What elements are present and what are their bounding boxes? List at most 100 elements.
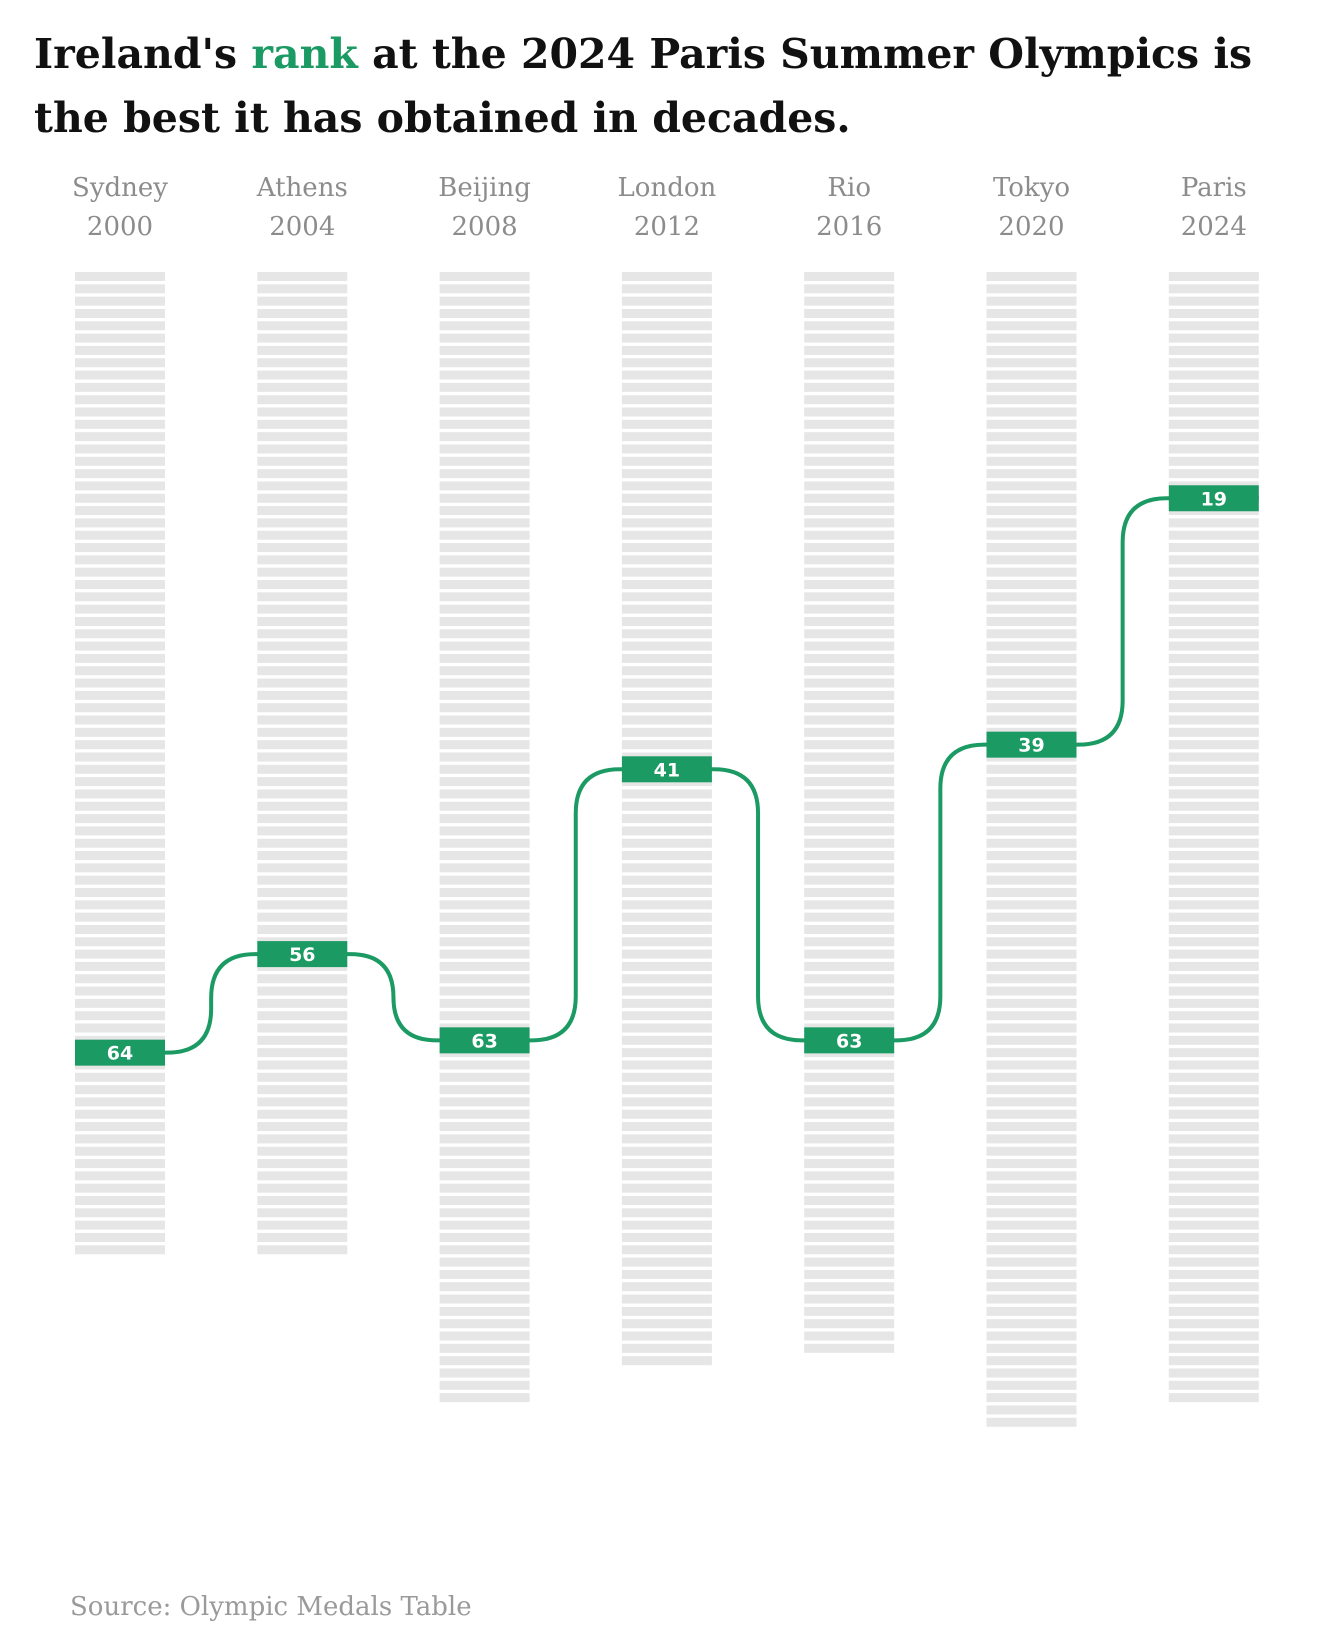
rank-slot — [804, 888, 895, 897]
rank-slot — [986, 1220, 1077, 1230]
rank-slot — [804, 308, 895, 318]
rank-slot — [621, 986, 712, 996]
rank-slot — [75, 900, 165, 910]
rank-markers: 64 56 63 41 63 39 19 — [75, 485, 1259, 1066]
rank-marker — [621, 756, 712, 783]
rank-slot — [75, 530, 165, 540]
rank-slot — [621, 900, 712, 910]
rank-slot — [75, 690, 165, 700]
rank-slot — [621, 395, 712, 405]
rank-slot — [986, 1208, 1077, 1218]
rank-slot — [986, 888, 1077, 897]
rank-slot — [986, 370, 1077, 380]
rank-slot — [75, 321, 165, 331]
rank-slot — [75, 1183, 165, 1193]
rank-slot — [1168, 616, 1259, 626]
rank-slot — [439, 715, 530, 725]
rank-slot — [1168, 1011, 1259, 1021]
rank-slot — [439, 641, 530, 651]
rank-slot — [75, 986, 165, 996]
rank-slot — [439, 493, 530, 503]
rank-slot — [1168, 912, 1259, 922]
rank-slot — [1168, 543, 1259, 553]
rank-slot — [1168, 580, 1259, 589]
rank-slot — [986, 998, 1077, 1008]
rank-slot — [1168, 432, 1259, 442]
rank-slot — [1168, 838, 1259, 848]
rank-slot — [257, 851, 348, 861]
rank-slot — [986, 1072, 1077, 1082]
rank-slot — [257, 1245, 348, 1255]
rank-slot — [1168, 444, 1259, 454]
rank-slot — [439, 616, 530, 626]
rank-slot — [257, 764, 348, 774]
rank-slot — [1168, 1220, 1259, 1230]
rank-slot — [986, 937, 1077, 947]
rank-slot — [257, 456, 348, 466]
rank-slot — [621, 592, 712, 602]
title-accent-word: rank — [251, 30, 358, 78]
rank-slot — [257, 567, 348, 577]
rank-slot — [439, 789, 530, 799]
rank-slot — [804, 1294, 895, 1304]
rank-slot — [804, 592, 895, 602]
rank-slot — [986, 616, 1077, 626]
rank-slot — [621, 653, 712, 663]
rank-slot — [986, 678, 1077, 688]
rank-slot — [75, 308, 165, 318]
rank-slot — [621, 875, 712, 885]
source-note: Source: Olympic Medals Table — [70, 1592, 472, 1622]
column-city-label: London — [618, 173, 717, 203]
rank-slot — [986, 863, 1077, 873]
rank-slot — [257, 777, 348, 787]
rank-slot — [986, 1368, 1077, 1378]
rank-slot — [621, 924, 712, 934]
rank-slot — [986, 1319, 1077, 1329]
rank-slot — [986, 1282, 1077, 1292]
rank-slot — [439, 358, 530, 368]
rank-slot — [257, 419, 348, 429]
rank-slot — [804, 801, 895, 811]
rank-slot — [804, 1343, 895, 1353]
rank-slot — [621, 961, 712, 971]
column-year-label: 2000 — [87, 212, 153, 242]
column-city-label: Rio — [827, 173, 871, 203]
rank-slot — [804, 1159, 895, 1169]
rank-slot — [439, 875, 530, 885]
rank-slot — [1168, 1048, 1259, 1058]
rank-slot — [257, 321, 348, 331]
rank-slot — [439, 407, 530, 417]
rank-value-label: 41 — [654, 759, 680, 781]
rank-slot — [804, 395, 895, 405]
rank-slot — [621, 1245, 712, 1255]
rank-slot — [621, 629, 712, 639]
rank-slot — [804, 838, 895, 848]
rank-slot — [439, 777, 530, 787]
rank-slot — [986, 801, 1077, 811]
rank-slot — [439, 296, 530, 306]
rank-slot — [257, 530, 348, 540]
rank-slot — [621, 789, 712, 799]
rank-slot — [986, 814, 1077, 824]
rank-slot — [257, 678, 348, 688]
rank-slot — [257, 752, 348, 762]
rank-slot — [257, 924, 348, 934]
rank-slot — [1168, 1208, 1259, 1218]
rank-slot — [986, 567, 1077, 577]
rank-slot — [804, 1109, 895, 1119]
rank-slot — [804, 432, 895, 442]
rank-value-label: 39 — [1018, 735, 1044, 757]
rank-slot — [986, 1122, 1077, 1132]
rank-slot — [986, 1306, 1077, 1316]
rank-slot — [804, 924, 895, 934]
rank-slot — [439, 518, 530, 528]
rank-slot — [75, 764, 165, 774]
rank-slot — [75, 752, 165, 762]
rank-slot — [439, 678, 530, 688]
rank-slot — [804, 678, 895, 688]
rank-slot — [257, 382, 348, 392]
rank-slot — [439, 629, 530, 639]
rank-slot — [621, 974, 712, 984]
rank-slot — [439, 272, 530, 281]
